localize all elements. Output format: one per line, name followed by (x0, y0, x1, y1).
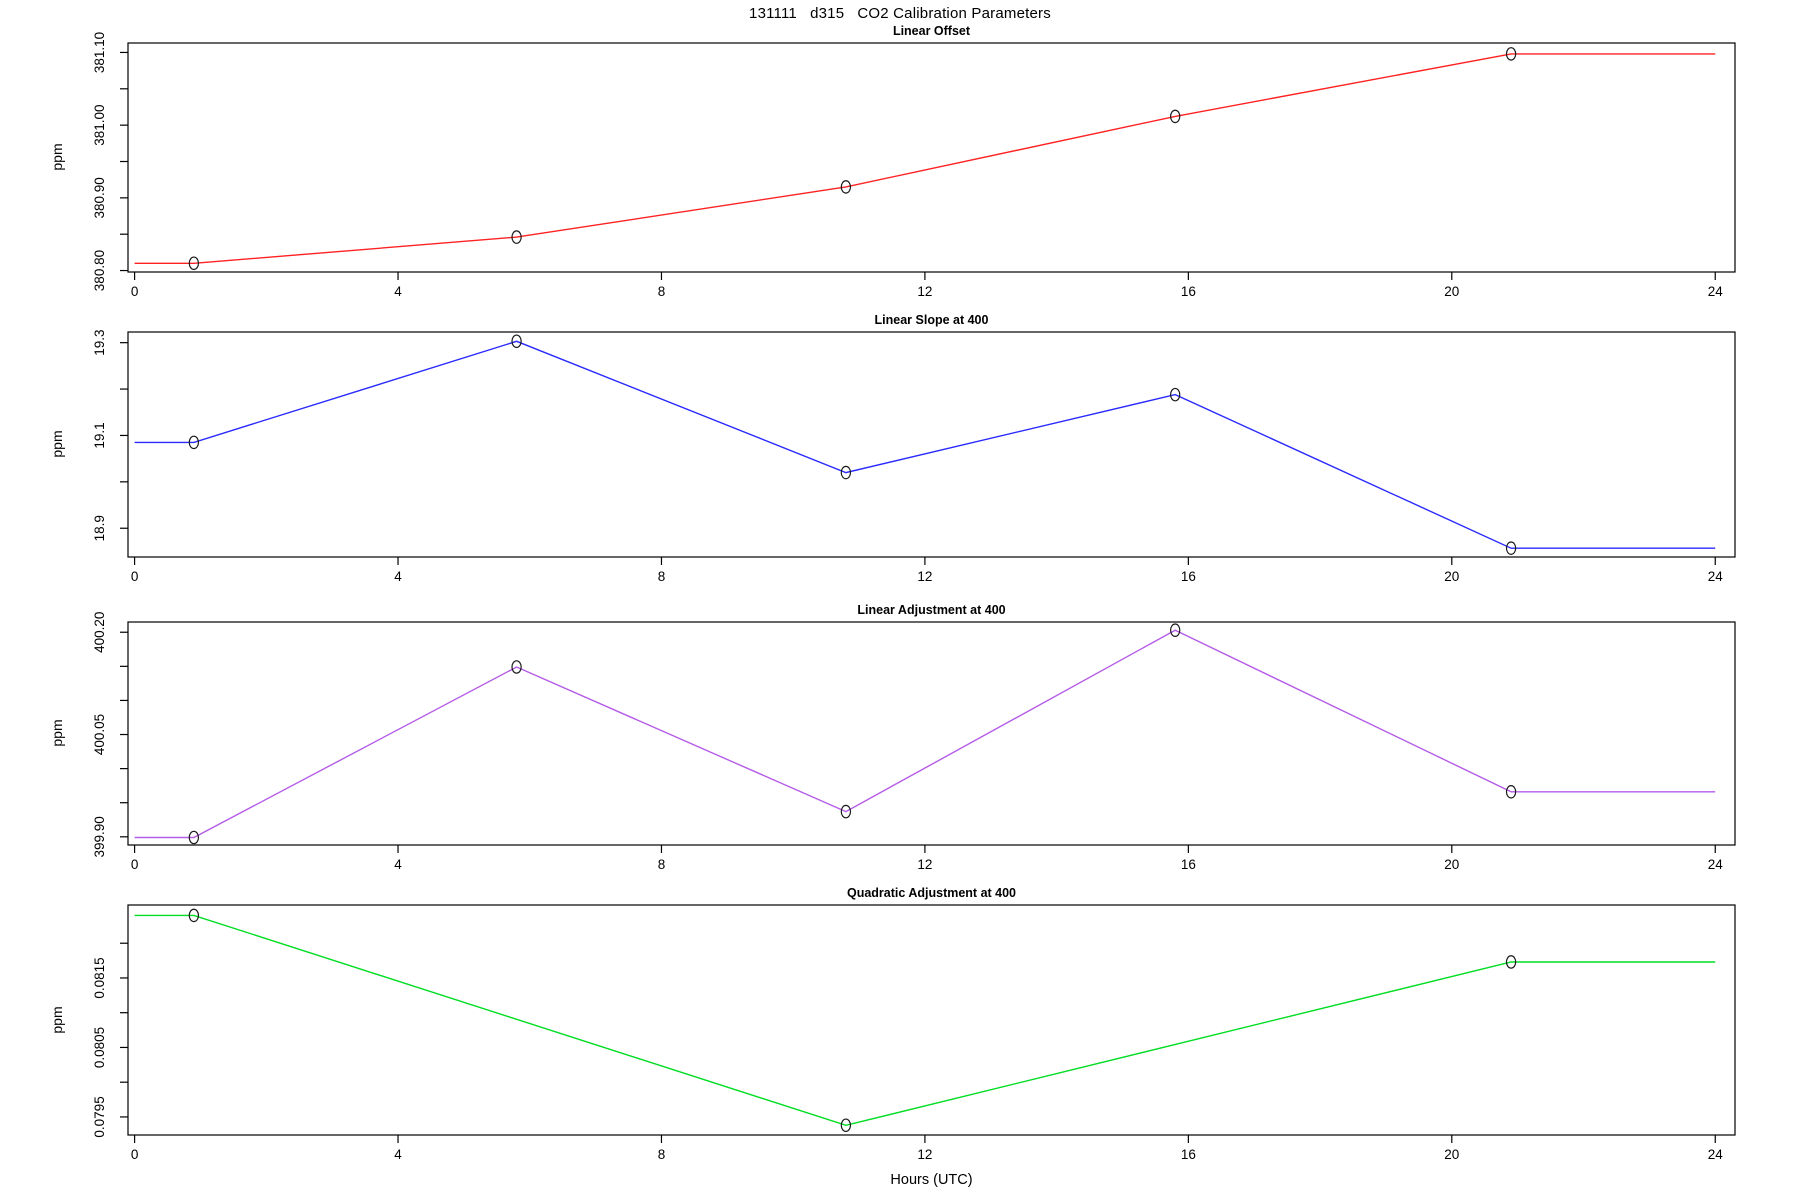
data-point-marker (1169, 109, 1181, 124)
data-point-marker (1505, 541, 1517, 555)
y-tick-label: 400.05 (92, 714, 107, 755)
x-tick-label: 20 (1444, 284, 1459, 299)
x-tick-label: 20 (1444, 569, 1459, 584)
y-tick-label: 400.20 (92, 612, 107, 653)
x-tick-label: 0 (131, 569, 139, 584)
series-line (134, 629, 1716, 839)
data-point-marker (1505, 785, 1517, 799)
x-tick-label: 12 (917, 569, 932, 584)
y-tick-label: 19.1 (92, 422, 107, 448)
data-point-marker (511, 660, 522, 674)
data-point-marker (511, 230, 522, 244)
panel-title-quadratic-adjustment: Quadratic Adjustment at 400 (846, 886, 1017, 900)
x-tick-label: 16 (1181, 1147, 1196, 1162)
series-line (134, 53, 1716, 264)
data-point-marker (1169, 387, 1181, 402)
x-tick-label: 16 (1181, 284, 1196, 299)
y-tick-label: 18.9 (92, 515, 107, 541)
x-tick-label: 4 (394, 569, 402, 584)
x-tick-label: 8 (658, 857, 666, 872)
x-tick-label: 0 (131, 284, 139, 299)
y-tick-label: 381.10 (92, 32, 107, 73)
x-tick-label: 16 (1181, 857, 1196, 872)
x-tick-label: 24 (1708, 857, 1724, 872)
x-tick-label: 20 (1444, 857, 1459, 872)
x-tick-label: 12 (917, 1147, 932, 1162)
y-tick-label: 399.90 (92, 816, 107, 857)
y-tick-label: 19.3 (92, 330, 107, 356)
series-line (134, 340, 1716, 549)
data-point-marker (188, 908, 200, 923)
x-tick-label: 0 (131, 857, 139, 872)
data-point-marker (511, 334, 522, 349)
data-point-marker (840, 180, 852, 194)
plot-box (127, 331, 1736, 558)
page-title: 131111 d315 CO2 Calibration Parameters (749, 5, 1051, 22)
panel-3: 0 4 8 12 16 20 24 399.90 400.05 400.20 (92, 612, 1736, 872)
x-tick-label: 24 (1708, 1147, 1724, 1162)
x-axis-label: Hours (UTC) (890, 1172, 973, 1188)
y-tick-label: 381.00 (92, 105, 107, 146)
data-point-marker (1505, 47, 1517, 61)
plot-box (127, 42, 1736, 273)
x-tick-label: 12 (917, 857, 932, 872)
x-tick-label: 8 (658, 1147, 666, 1162)
panel-title-linear-slope: Linear Slope at 400 (874, 313, 989, 327)
y-tick-label: 0.0815 (92, 957, 107, 998)
y-tick-label: 380.90 (92, 177, 107, 218)
panel-2: 0 4 8 12 16 20 24 18.9 19.1 19.3 (92, 330, 1736, 584)
series-line (134, 914, 1716, 1127)
data-point-marker (1169, 623, 1181, 637)
x-tick-label: 24 (1708, 284, 1724, 299)
x-tick-label: 20 (1444, 1147, 1459, 1162)
data-point-marker (1505, 955, 1517, 969)
plot-box (127, 904, 1736, 1136)
x-tick-label: 4 (394, 1147, 402, 1162)
x-tick-label: 4 (394, 284, 402, 299)
x-tick-label: 12 (917, 284, 932, 299)
panel-title-linear-adjustment: Linear Adjustment at 400 (857, 603, 1006, 617)
x-tick-label: 16 (1181, 569, 1196, 584)
panel-4: 0 4 8 12 16 20 24 0.0795 0.0805 0.0815 (92, 904, 1736, 1162)
y-tick-label: 0.0805 (92, 1027, 107, 1068)
data-point-marker (188, 830, 200, 845)
panel-title-linear-offset: Linear Offset (892, 24, 971, 38)
data-point-marker (188, 256, 200, 271)
panel-1: 0 4 8 12 16 20 24 380.80 380.90 381.00 381.10 (92, 32, 1736, 299)
data-point-marker (840, 1118, 852, 1133)
x-tick-label: 24 (1708, 569, 1724, 584)
data-point-marker (840, 465, 852, 480)
y-tick-label: 0.0795 (92, 1096, 107, 1137)
data-point-marker (840, 804, 852, 819)
data-point-marker (188, 435, 200, 450)
x-tick-label: 8 (658, 284, 666, 299)
y-tick-label: 380.80 (92, 250, 107, 291)
x-tick-label: 8 (658, 569, 666, 584)
plot-box (127, 621, 1736, 846)
x-tick-label: 4 (394, 857, 402, 872)
x-tick-label: 0 (131, 1147, 139, 1162)
